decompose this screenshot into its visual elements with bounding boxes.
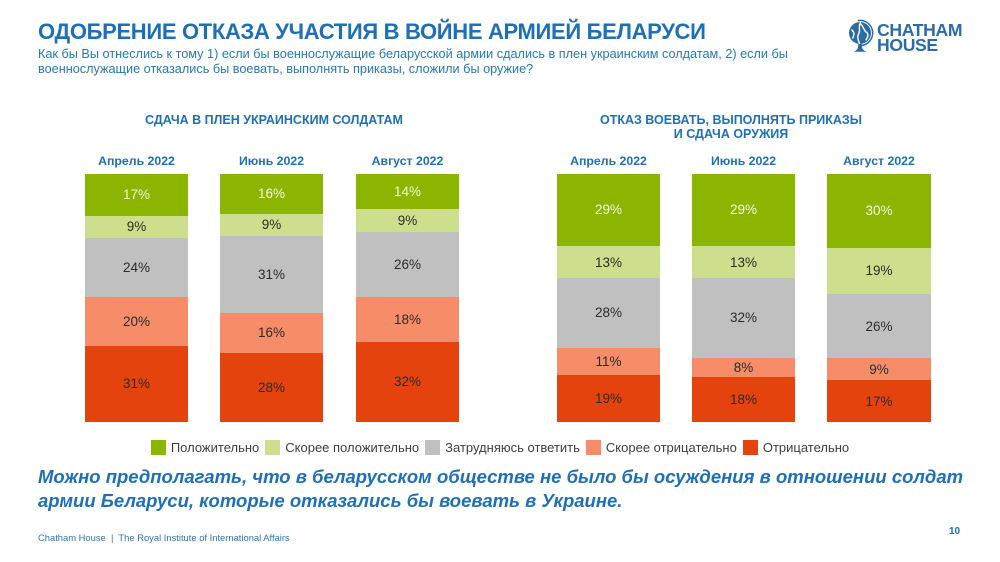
svg-text:CHATHAM: CHATHAM: [877, 20, 962, 40]
svg-text:HOUSE: HOUSE: [877, 35, 938, 55]
